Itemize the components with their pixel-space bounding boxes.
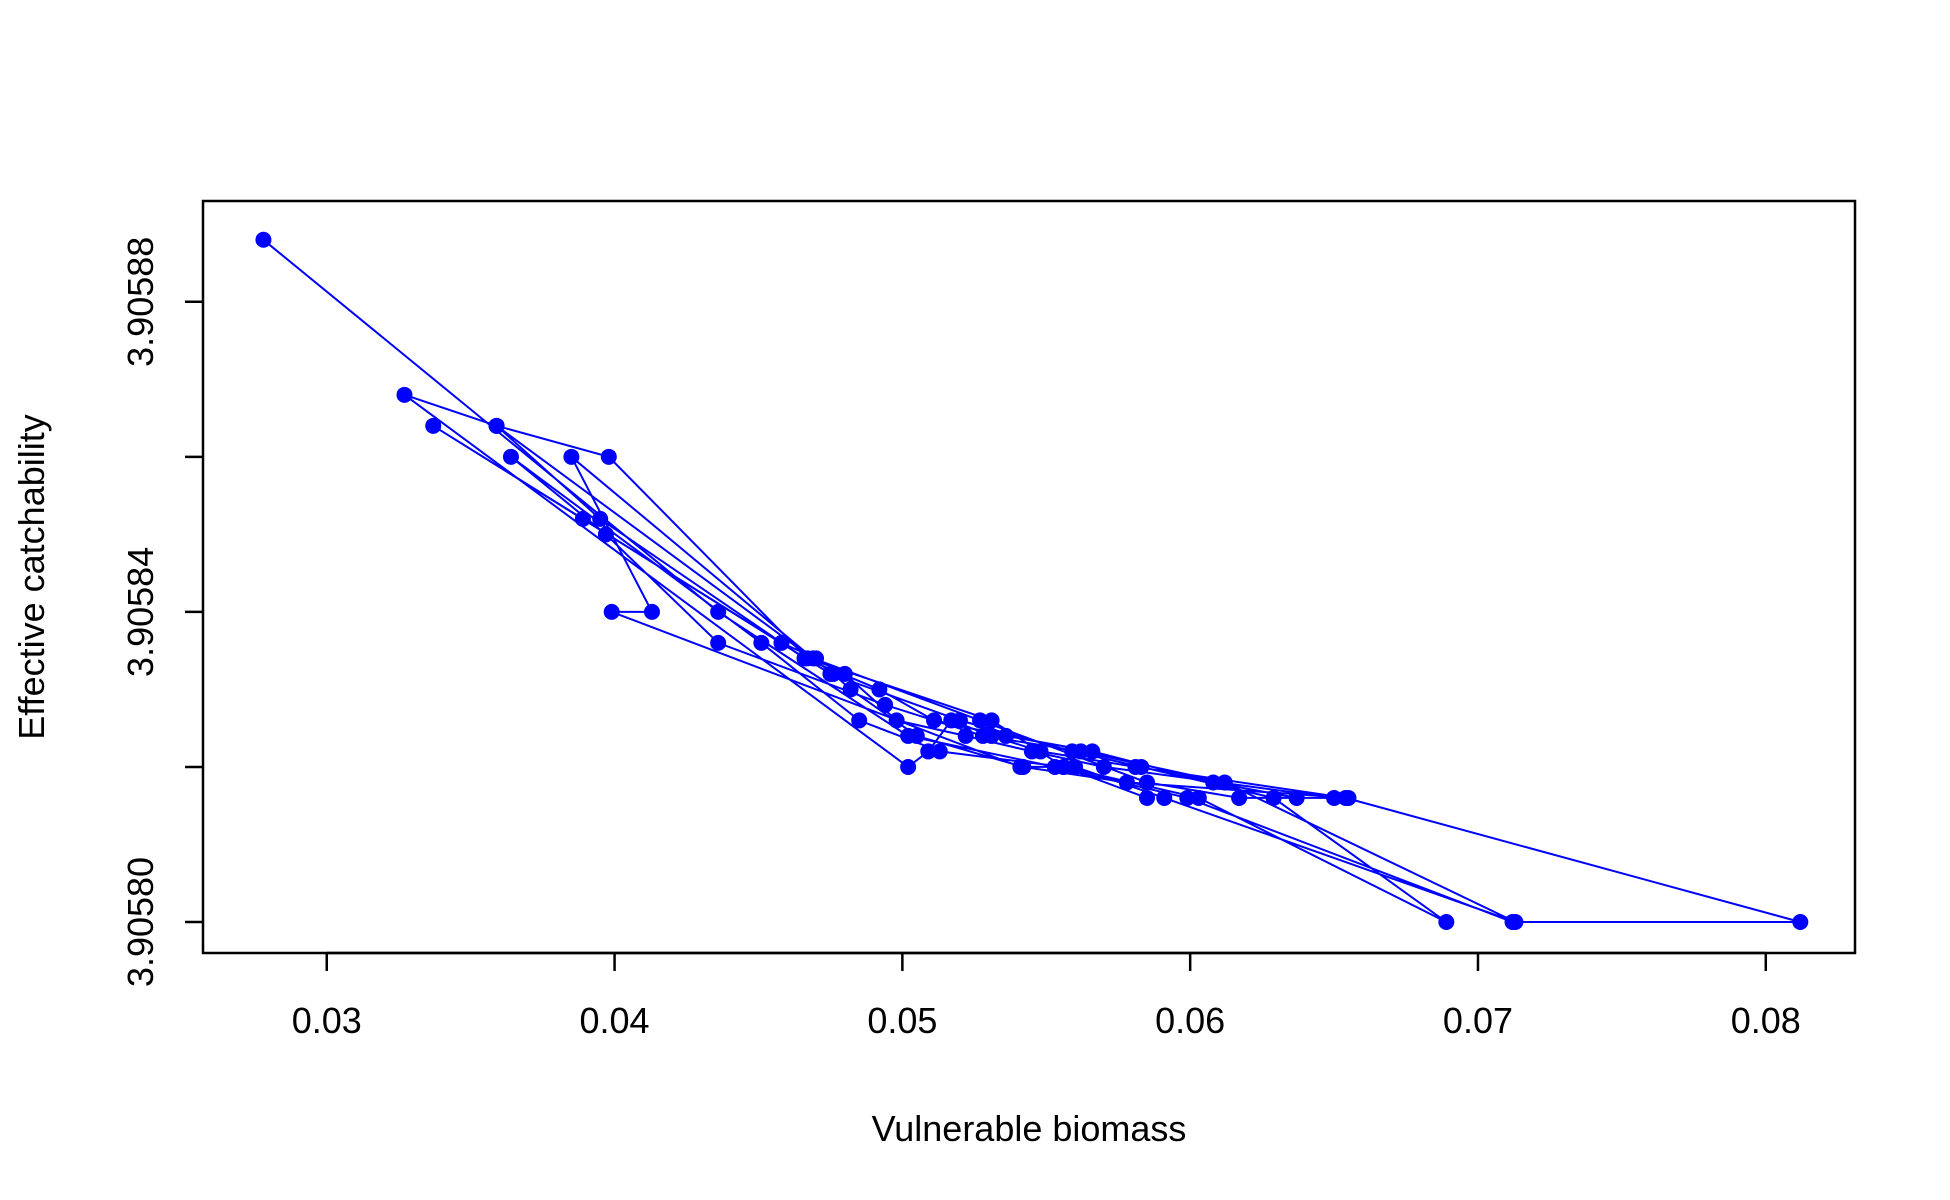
data-point bbox=[1095, 758, 1112, 775]
data-point bbox=[1216, 774, 1233, 791]
data-point bbox=[773, 634, 790, 651]
data-point bbox=[920, 743, 937, 760]
data-point bbox=[931, 743, 948, 760]
data-point bbox=[502, 448, 519, 465]
data-point bbox=[1067, 758, 1084, 775]
data-point bbox=[926, 712, 943, 729]
data-point bbox=[603, 603, 620, 620]
data-point bbox=[1072, 743, 1089, 760]
x-tick-label: 0.08 bbox=[1731, 1000, 1801, 1041]
data-point bbox=[1015, 758, 1032, 775]
x-tick-label: 0.06 bbox=[1155, 1000, 1225, 1041]
y-axis-label: Effective catchability bbox=[11, 414, 52, 740]
plot-frame bbox=[201, 199, 1857, 955]
data-point bbox=[1231, 789, 1248, 806]
y-tick-label: 3.90580 bbox=[120, 857, 161, 987]
data-point bbox=[1205, 774, 1222, 791]
data-point bbox=[877, 696, 894, 713]
data-point bbox=[842, 681, 859, 698]
data-point bbox=[643, 603, 660, 620]
data-point bbox=[983, 712, 1000, 729]
y-tick-label: 3.90584 bbox=[120, 547, 161, 677]
data-point bbox=[1340, 789, 1357, 806]
x-axis-label: Vulnerable biomass bbox=[872, 1108, 1187, 1149]
data-point bbox=[563, 448, 580, 465]
series-layer bbox=[255, 231, 1809, 930]
x-tick-label: 0.03 bbox=[292, 1000, 362, 1041]
y-tick-label: 3.90588 bbox=[120, 237, 161, 367]
data-point bbox=[871, 681, 888, 698]
data-point bbox=[908, 727, 925, 744]
data-point bbox=[851, 712, 868, 729]
data-point bbox=[825, 665, 842, 682]
data-point bbox=[600, 448, 617, 465]
data-point bbox=[997, 727, 1014, 744]
data-point bbox=[972, 712, 989, 729]
data-point bbox=[974, 727, 991, 744]
data-point bbox=[900, 758, 917, 775]
series-line bbox=[262, 239, 1801, 923]
data-point bbox=[710, 634, 727, 651]
data-point bbox=[1190, 789, 1207, 806]
data-point bbox=[836, 665, 853, 682]
x-tick-label: 0.07 bbox=[1443, 1000, 1513, 1041]
data-point bbox=[1139, 774, 1155, 791]
data-point bbox=[1792, 913, 1809, 930]
data-point bbox=[255, 231, 272, 248]
data-point bbox=[1507, 913, 1524, 930]
x-axis: 0.03 0.04 0.05 0.06 0.07 0.08 bbox=[292, 951, 1801, 1041]
x-tick-label: 0.04 bbox=[580, 1000, 650, 1041]
data-point bbox=[1084, 743, 1101, 760]
data-point bbox=[888, 712, 905, 729]
data-point bbox=[799, 650, 816, 667]
data-point bbox=[957, 727, 974, 744]
x-tick-label: 0.05 bbox=[867, 1000, 937, 1041]
data-point bbox=[1288, 789, 1305, 806]
data-point bbox=[488, 417, 505, 434]
data-point bbox=[592, 510, 609, 527]
data-point bbox=[1265, 789, 1282, 806]
data-point bbox=[425, 417, 442, 434]
data-point bbox=[597, 526, 614, 543]
data-point bbox=[753, 634, 770, 651]
data-point bbox=[1118, 774, 1135, 791]
data-point bbox=[1139, 789, 1155, 806]
data-point bbox=[396, 386, 413, 403]
data-point bbox=[1156, 789, 1173, 806]
data-point bbox=[1023, 743, 1040, 760]
data-point bbox=[574, 510, 591, 527]
data-point bbox=[1133, 758, 1150, 775]
data-point bbox=[1438, 913, 1455, 930]
data-point bbox=[1055, 758, 1072, 775]
data-point bbox=[710, 603, 727, 620]
data-point bbox=[1326, 789, 1343, 806]
y-axis: 3.90580 3.90584 3.90588 bbox=[120, 237, 203, 987]
data-point bbox=[951, 712, 968, 729]
data-point bbox=[1179, 789, 1196, 806]
